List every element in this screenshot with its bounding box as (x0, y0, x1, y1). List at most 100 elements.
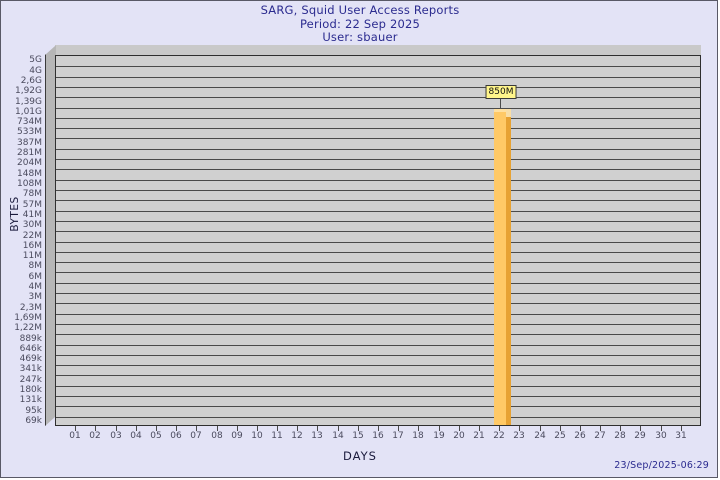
x-axis-tickmark (560, 426, 561, 431)
x-axis-tick: 29 (634, 431, 646, 441)
x-axis-tick: 16 (372, 431, 384, 441)
y-axis-tick: 1,22M (14, 323, 42, 333)
x-axis-tickmark (237, 426, 238, 431)
bar-value-label: 850M (485, 85, 517, 99)
x-axis-tickmark (540, 426, 541, 431)
x-axis-tickmark (661, 426, 662, 431)
y-axis-tick: 889k (19, 334, 42, 344)
y-axis-tick: 387M (17, 138, 42, 148)
x-axis-tick: 31 (675, 431, 687, 441)
x-axis-tick: 02 (89, 431, 101, 441)
x-axis-tickmark (398, 426, 399, 431)
x-axis-tick: 15 (352, 431, 364, 441)
bar-top-face (494, 109, 506, 112)
x-axis-tickmark (95, 426, 96, 431)
gridline (56, 242, 700, 243)
x-axis-tick: 19 (433, 431, 445, 441)
x-axis-tickmark (418, 426, 419, 431)
chart-title-block: SARG, Squid User Access Reports Period: … (1, 3, 717, 45)
y-axis-tick: 734M (17, 117, 42, 127)
gridline (56, 293, 700, 294)
gridline (56, 283, 700, 284)
x-axis-tickmark (459, 426, 460, 431)
y-axis-tick: 469k (19, 354, 42, 364)
gridline (56, 77, 700, 78)
y-axis-tick: 131k (19, 395, 42, 405)
page-title: SARG, Squid User Access Reports (260, 3, 460, 17)
gridline (56, 221, 700, 222)
gridline (56, 128, 700, 129)
x-axis-label: DAYS (343, 449, 377, 463)
bar-front-face (494, 112, 506, 425)
bar-side-face (506, 117, 511, 425)
y-axis-tick: 1,01G (14, 107, 42, 117)
y-axis-tick: 69k (25, 416, 42, 426)
x-axis-tickmark (297, 426, 298, 431)
x-axis-tickmark (257, 426, 258, 431)
y-axis-tick: 281M (17, 148, 42, 158)
x-axis-tick: 06 (170, 431, 182, 441)
x-axis-tick: 08 (211, 431, 223, 441)
x-axis-tick: 11 (271, 431, 283, 441)
gridline (56, 138, 700, 139)
plot-wrapper: 850M (45, 45, 713, 433)
x-axis-tick-labels: 01 02 03 04 05 06 07 08 09 10 11 12 13 14 15 16 17 18 19 20… (55, 426, 703, 445)
x-axis-tickmark (439, 426, 440, 431)
gridline (56, 66, 700, 67)
bar[interactable] (494, 109, 511, 425)
x-axis-tickmark (176, 426, 177, 431)
x-axis-tick: 21 (473, 431, 485, 441)
gridline (56, 118, 700, 119)
x-axis-tick: 28 (614, 431, 626, 441)
gridline (56, 97, 700, 98)
gridline (56, 365, 700, 366)
gridline (56, 417, 700, 418)
gridline (56, 190, 700, 191)
y-axis-tick: 1,92G (14, 86, 42, 96)
x-axis-tickmark (116, 426, 117, 431)
y-axis-tick: 247k (19, 375, 42, 385)
x-axis-tick: 12 (291, 431, 303, 441)
gridline (56, 87, 700, 88)
x-axis-tick: 09 (231, 431, 243, 441)
y-axis-tick: 8M (28, 261, 43, 271)
x-axis-tick: 05 (150, 431, 162, 441)
gridline (56, 200, 700, 201)
x-axis-tickmark (358, 426, 359, 431)
x-axis-tickmark (499, 426, 500, 431)
x-axis-tickmark (681, 426, 682, 431)
x-axis-tick: 10 (251, 431, 263, 441)
x-axis-tick: 18 (412, 431, 424, 441)
y-axis-tick: 57M (22, 200, 42, 210)
report-user: User: sbauer (322, 30, 398, 44)
y-axis-tick: 6M (28, 272, 43, 282)
bar-top-bevel (506, 109, 511, 117)
y-axis-tick: 1,69M (14, 313, 42, 323)
x-axis-tickmark (217, 426, 218, 431)
y-axis-tick: 1,39G (14, 97, 42, 107)
gridline (56, 108, 700, 109)
y-axis-tick: 22M (22, 231, 42, 241)
x-axis-tickmark (519, 426, 520, 431)
x-axis-tick: 25 (554, 431, 566, 441)
x-axis-tickmark (75, 426, 76, 431)
y-axis-tick: 341k (19, 364, 42, 374)
bar-callout-stem (500, 99, 501, 109)
gridline (56, 386, 700, 387)
x-axis-tick: 30 (655, 431, 667, 441)
y-axis-tick: 4M (28, 282, 43, 292)
gridline (56, 159, 700, 160)
gridline (56, 272, 700, 273)
gridline (56, 396, 700, 397)
x-axis-tick: 22 (493, 431, 505, 441)
x-axis-tickmark (580, 426, 581, 431)
y-axis-tick: 2,6G (20, 76, 42, 86)
x-axis-tick: 07 (190, 431, 202, 441)
y-axis-tick: 646k (19, 344, 42, 354)
plot-top-wall (55, 45, 701, 55)
gridline (56, 262, 700, 263)
x-axis-tick: 14 (332, 431, 344, 441)
x-axis-tick: 26 (574, 431, 586, 441)
y-axis-tick: 3M (28, 292, 43, 302)
